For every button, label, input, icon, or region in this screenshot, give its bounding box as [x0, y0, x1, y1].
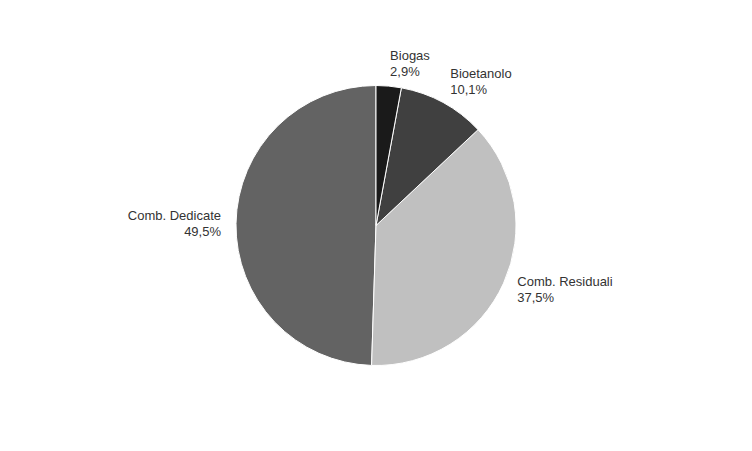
- svg-text:Comb. Dedicate: Comb. Dedicate: [128, 208, 221, 223]
- svg-text:Biogas: Biogas: [390, 48, 430, 63]
- svg-text:10,1%: 10,1%: [450, 82, 487, 97]
- svg-text:49,5%: 49,5%: [184, 224, 221, 239]
- svg-text:Bioetanolo: Bioetanolo: [450, 66, 511, 81]
- svg-text:2,9%: 2,9%: [390, 64, 420, 79]
- svg-text:37,5%: 37,5%: [517, 290, 554, 305]
- svg-text:Comb. Residuali: Comb. Residuali: [517, 274, 612, 289]
